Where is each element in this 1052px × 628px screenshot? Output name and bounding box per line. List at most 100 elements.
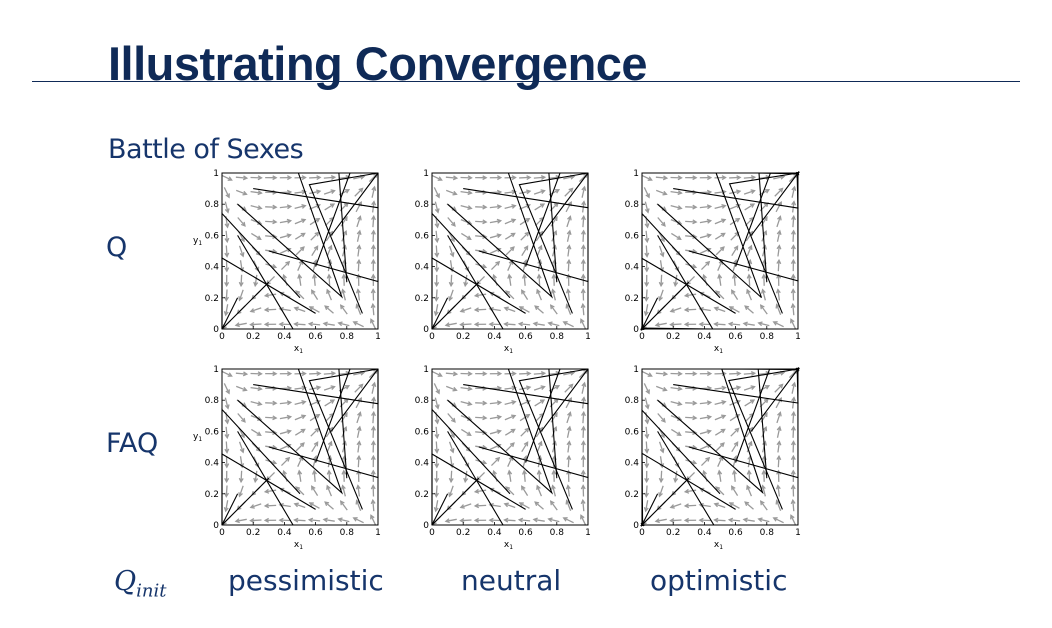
field-arrow [370,229,376,242]
trajectory-line [222,431,294,526]
x-tick-label: 0.6 [308,332,323,342]
x-tick-label: 0.4 [697,332,712,342]
field-arrow [294,428,306,436]
field-arrow [433,500,439,513]
y-tick-label: 0 [213,521,219,531]
x-axis-label: x1 [714,540,723,551]
field-arrow [434,441,440,454]
field-arrow [488,321,501,327]
field-arrow [521,469,527,482]
x-tick-label: 0 [219,528,225,538]
field-arrow [775,499,782,512]
plot-q-pessimistic: 0 0.2 0.4 0.6 0.8 1 0 0.2 0.4 0.6 0.8 1 x1 y1 [193,169,381,355]
field-arrow [761,469,767,482]
x-tick-label: 0.8 [760,528,775,538]
field-arrow [581,381,587,394]
field-arrow [293,321,306,327]
field-arrow [776,229,782,242]
field-arrow [433,187,440,199]
field-arrow [433,304,439,317]
field-arrow [759,500,768,511]
field-arrow [447,217,456,227]
field-arrow [356,411,362,424]
field-arrow [323,175,337,180]
field-arrow [641,174,653,181]
field-arrow [294,414,307,421]
field-arrow [434,456,440,469]
field-arrow [772,321,784,328]
field-arrow [370,440,376,453]
field-arrow [224,456,230,469]
field-arrow [431,370,443,377]
field-arrow [434,289,440,302]
field-arrow [581,185,587,198]
trajectory-line [221,281,270,330]
x-tick-label: 1 [585,528,591,538]
trajectory-line [432,431,504,526]
x-tick-label: 0.4 [277,332,292,342]
field-arrow [658,289,664,302]
trajectory-line [431,477,480,526]
trajectory-line [640,493,659,526]
field-arrow [238,441,245,454]
field-arrow [714,385,727,391]
x-tick-label: 0 [639,332,645,342]
x-tick-label: 0.6 [518,332,533,342]
field-arrow [507,273,513,286]
y-tick-label: 0 [423,521,429,531]
field-arrow [279,204,293,210]
field-arrow [460,401,473,406]
y-tick-label: 0.6 [625,231,640,241]
field-arrow [507,469,513,482]
trajectory-line [640,257,736,331]
x-tick-label: 0 [429,332,435,342]
field-arrow [265,415,278,421]
field-arrow [729,189,742,195]
field-arrow [761,425,768,438]
trajectory-line [640,452,736,527]
x-tick-label: 0.8 [760,332,775,342]
field-arrow [641,370,653,377]
field-arrow [352,321,364,328]
field-arrow [265,400,278,406]
field-arrow [263,503,277,509]
field-arrow [551,273,557,286]
x-tick-label: 0.2 [456,528,470,538]
field-arrow [580,244,586,257]
field-arrow [434,230,440,244]
field-arrow [224,397,230,410]
field-arrow [644,201,650,214]
field-arrow [549,500,558,511]
trajectory-line [431,281,480,330]
field-arrow [265,371,278,377]
field-arrow [489,371,503,377]
field-arrow [370,244,376,257]
field-arrow [503,517,516,523]
field-arrow [729,371,742,377]
field-arrow [658,485,664,498]
field-arrow [238,245,245,258]
field-arrow [355,499,362,512]
field-arrow [566,454,572,468]
field-arrow [714,414,727,421]
y-axis-label: y1 [193,236,202,247]
plot-frame [221,368,379,526]
field-arrow [355,200,362,213]
field-arrow [488,517,501,523]
field-arrow [279,371,293,377]
field-arrow [352,517,364,524]
field-arrow [224,274,230,288]
field-arrow [743,385,756,391]
field-arrow [536,484,543,497]
field-arrow [355,484,361,497]
field-arrow [324,203,336,211]
field-arrow [566,215,572,228]
field-arrow [699,204,713,210]
x-tick-label: 0.2 [246,528,260,538]
field-arrow [237,413,246,423]
field-arrow [744,305,754,314]
field-arrow [311,441,319,453]
plot-faq-pessimistic: 0 0.2 0.4 0.6 0.8 1 0 0.2 0.4 0.6 0.8 1 x1 y1 [193,365,381,551]
field-arrow [503,321,516,327]
field-arrow [565,303,572,316]
